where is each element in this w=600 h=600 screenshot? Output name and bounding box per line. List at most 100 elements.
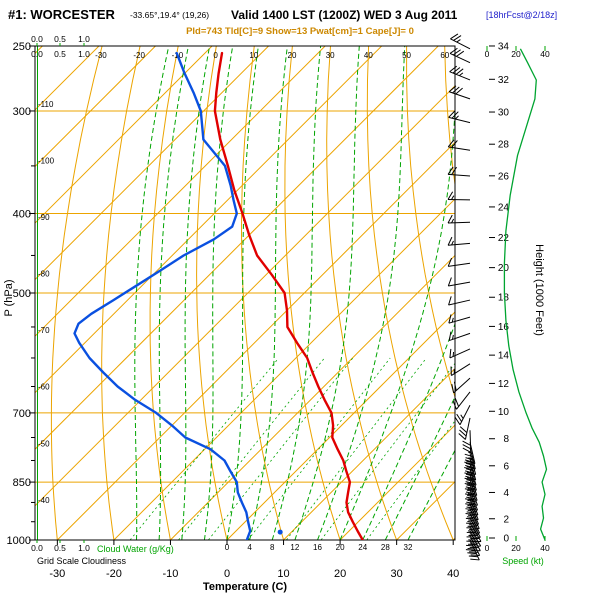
station-title: #1: WORCESTER <box>8 7 116 22</box>
svg-text:-80: -80 <box>38 270 50 279</box>
svg-text:0.0: 0.0 <box>31 543 43 553</box>
svg-text:32: 32 <box>404 543 413 552</box>
svg-text:-30: -30 <box>95 51 107 60</box>
svg-text:0.5: 0.5 <box>54 543 66 553</box>
mixing-ratio-line <box>129 357 280 540</box>
dry-adiabat-line <box>366 46 454 540</box>
svg-text:40: 40 <box>540 49 550 59</box>
svg-text:0: 0 <box>224 568 230 580</box>
wind-barbs <box>447 33 482 561</box>
svg-text:40: 40 <box>364 51 373 60</box>
svg-text:32: 32 <box>498 75 510 86</box>
svg-text:4: 4 <box>247 543 252 552</box>
svg-text:20: 20 <box>511 49 521 59</box>
profiles <box>73 51 364 540</box>
svg-text:-60: -60 <box>38 383 50 392</box>
dry-adiabat-line <box>326 46 398 540</box>
isotherm-line <box>113 198 455 540</box>
svg-text:8: 8 <box>503 434 509 445</box>
svg-text:-70: -70 <box>38 326 50 335</box>
svg-text:14: 14 <box>498 351 510 362</box>
mixing-ratio-line <box>366 420 455 540</box>
moist-adiabat-line <box>339 102 455 540</box>
mixing-ratio-line <box>247 357 391 540</box>
svg-text:20: 20 <box>288 51 297 60</box>
dry-adiabat-line <box>284 46 341 540</box>
isotherm-line <box>452 537 455 540</box>
svg-text:8: 8 <box>270 543 275 552</box>
svg-text:300: 300 <box>13 106 31 118</box>
svg-text:10: 10 <box>249 51 258 60</box>
dewpoint-curve <box>73 51 252 540</box>
pressure-axis-label: P (hPa) <box>3 279 15 316</box>
cloudiness-label: Grid Scale Cloudiness <box>37 556 127 566</box>
mixing-ratio-line <box>286 357 427 540</box>
svg-text:0: 0 <box>503 534 509 545</box>
svg-text:10: 10 <box>277 568 289 580</box>
svg-text:24: 24 <box>498 202 510 213</box>
svg-text:40: 40 <box>447 568 459 580</box>
dry-adiabat-line <box>240 46 285 540</box>
isotherm-line <box>35 46 269 281</box>
svg-text:400: 400 <box>13 208 31 220</box>
moist-adiabat-line <box>226 46 259 540</box>
svg-text:700: 700 <box>13 408 31 420</box>
moist-adiabat-line <box>362 322 455 540</box>
grid-labels: -110-100-90-80-70-60-50-40-30 -20 -10 0 10 20… <box>38 51 450 552</box>
station-coords: -33.65°,19.4° (19,26) <box>130 10 209 20</box>
svg-text:850: 850 <box>13 477 31 489</box>
moist-adiabat-line <box>294 46 360 540</box>
svg-text:-20: -20 <box>106 568 122 580</box>
surface-dewpoint-marker <box>277 529 283 535</box>
svg-text:-40: -40 <box>38 496 50 505</box>
svg-text:-30: -30 <box>49 568 65 580</box>
svg-text:24: 24 <box>358 543 367 552</box>
svg-text:20: 20 <box>334 568 346 580</box>
svg-text:22: 22 <box>498 233 510 244</box>
svg-text:12: 12 <box>290 543 299 552</box>
svg-text:0.5: 0.5 <box>54 34 66 44</box>
isotherm-line <box>35 46 439 450</box>
svg-text:20: 20 <box>511 543 521 553</box>
isotherm-line <box>226 311 455 540</box>
svg-text:10: 10 <box>498 407 510 418</box>
temperature-curve <box>213 51 364 540</box>
isotherm-line <box>35 46 156 168</box>
cloud-water-label: Cloud Water (g/Kg) <box>97 544 174 554</box>
isotherm-line <box>35 46 326 337</box>
svg-text:0: 0 <box>213 51 218 60</box>
chart-layers: -110-100-90-80-70-60-50-40-30 -20 -10 0 10 20… <box>7 33 550 580</box>
svg-text:50: 50 <box>402 51 411 60</box>
svg-text:1.0: 1.0 <box>78 543 90 553</box>
svg-text:28: 28 <box>498 140 510 151</box>
svg-text:1.0: 1.0 <box>78 34 90 44</box>
indices-line: Pld=743 Tld[C]=9 Show=13 Pwat[cm]=1 Cape… <box>186 26 414 37</box>
svg-text:1000: 1000 <box>7 535 31 547</box>
svg-text:-110: -110 <box>38 100 54 109</box>
svg-text:2: 2 <box>503 514 509 525</box>
speed-axis-label: Speed (kt) <box>502 556 544 566</box>
svg-text:4: 4 <box>503 488 509 499</box>
svg-text:30: 30 <box>326 51 335 60</box>
svg-text:0: 0 <box>225 543 230 552</box>
svg-text:20: 20 <box>498 263 510 274</box>
svg-text:0.0: 0.0 <box>31 49 43 59</box>
svg-text:1.0: 1.0 <box>78 49 90 59</box>
svg-text:30: 30 <box>498 108 510 119</box>
svg-text:30: 30 <box>391 568 403 580</box>
svg-text:0.5: 0.5 <box>54 49 66 59</box>
isotherm-line <box>56 141 455 540</box>
background-grid <box>35 46 455 540</box>
svg-text:0: 0 <box>485 49 490 59</box>
dry-adiabat-line <box>50 46 103 540</box>
svg-text:-100: -100 <box>38 157 55 166</box>
isotherm-line <box>35 46 213 224</box>
svg-text:34: 34 <box>498 41 510 52</box>
svg-text:26: 26 <box>498 171 510 182</box>
svg-text:0: 0 <box>485 543 490 553</box>
wind-speed-curve <box>503 48 548 541</box>
temperature-axis-label: Temperature (C) <box>203 581 287 593</box>
mixing-ratio-line <box>320 362 455 540</box>
